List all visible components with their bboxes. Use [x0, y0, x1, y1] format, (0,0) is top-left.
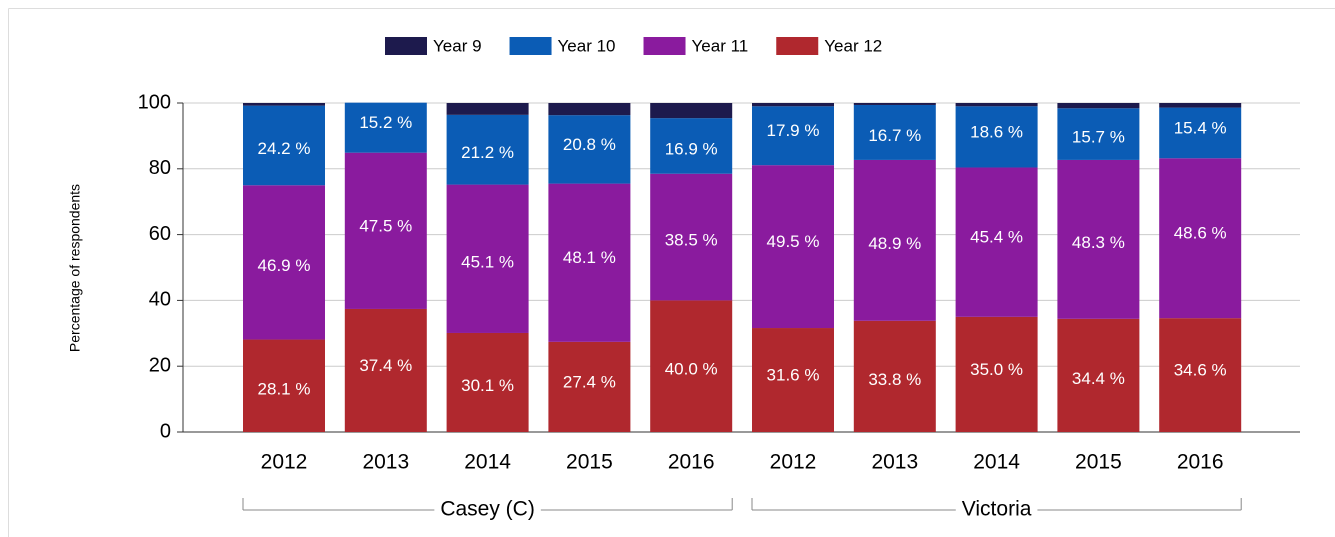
value-label: 15.7 %: [1072, 128, 1125, 147]
value-label: 15.2 %: [359, 113, 412, 132]
bar-segment: [548, 341, 631, 432]
value-label: 38.5 %: [665, 231, 718, 250]
y-tick-label: 80: [149, 157, 171, 179]
bar-segment: [344, 308, 427, 432]
legend-swatch: [509, 37, 552, 55]
x-tick-label: 2012: [261, 451, 308, 474]
value-label: 37.4 %: [359, 356, 412, 375]
value-label: 28.1 %: [258, 379, 311, 398]
bar-segment: [955, 167, 1038, 317]
value-label: 47.5 %: [359, 216, 412, 235]
bar-segment: [344, 102, 427, 153]
legend-label: Year 12: [824, 36, 882, 55]
y-tick-label: 20: [149, 354, 171, 376]
bar-segment: [243, 105, 325, 186]
value-label: 24.2 %: [258, 139, 311, 158]
bar-segment: [1057, 159, 1140, 319]
x-tick-label: 2013: [362, 451, 409, 474]
value-label: 18.6 %: [970, 122, 1023, 141]
legend-label: Year 11: [692, 36, 749, 55]
bar-segment: [1057, 103, 1140, 109]
bar-segment: [650, 118, 733, 174]
value-label: 21.2 %: [461, 143, 514, 162]
bar-segment: [1159, 107, 1242, 159]
legend-swatch: [776, 37, 819, 55]
y-axis-label: Percentage of respondents: [67, 184, 83, 352]
value-label: 45.4 %: [970, 228, 1023, 247]
bar-segment: [853, 159, 936, 321]
bar-segment: [650, 103, 733, 119]
x-tick-label: 2015: [566, 451, 613, 474]
bar-segment: [955, 103, 1038, 107]
group-label: Casey (C): [440, 498, 535, 521]
x-tick-label: 2012: [770, 451, 817, 474]
bar-segment: [1159, 158, 1242, 319]
bar-segment: [243, 339, 325, 432]
legend-label: Year 10: [558, 36, 616, 55]
bar-segment: [955, 106, 1038, 168]
legend-label: Year 9: [433, 36, 482, 55]
x-tick-label: 2016: [1177, 451, 1224, 474]
value-label: 49.5 %: [767, 232, 820, 251]
bar-segment: [243, 185, 325, 340]
bar-segment: [752, 328, 834, 432]
value-label: 45.1 %: [461, 252, 514, 271]
y-tick-label: 100: [138, 91, 171, 113]
bar-segment: [446, 114, 529, 185]
value-label: 40.0 %: [665, 360, 718, 379]
value-label: 35.0 %: [970, 360, 1023, 379]
bar-segment: [548, 183, 631, 342]
bar-segment: [548, 115, 631, 184]
value-label: 48.1 %: [563, 248, 616, 267]
bar-segment: [446, 103, 529, 115]
bar-segment: [752, 106, 834, 166]
bar-segment: [446, 332, 529, 432]
bar-segment: [243, 103, 325, 106]
legend-swatch: [385, 37, 427, 55]
bar-segment: [853, 103, 936, 105]
value-label: 33.8 %: [868, 370, 921, 389]
value-label: 34.6 %: [1174, 361, 1227, 380]
value-label: 34.4 %: [1072, 369, 1125, 388]
value-label: 20.8 %: [563, 135, 616, 154]
value-label: 48.9 %: [868, 234, 921, 253]
bar-segment: [853, 320, 936, 432]
value-label: 15.4 %: [1174, 118, 1227, 137]
y-tick-label: 40: [149, 289, 171, 311]
bar-segment: [650, 173, 733, 301]
x-tick-label: 2013: [871, 451, 918, 474]
x-tick-label: 2015: [1075, 451, 1122, 474]
value-label: 48.6 %: [1174, 224, 1227, 243]
bar-segment: [1159, 103, 1242, 108]
bar-segment: [955, 316, 1038, 432]
x-tick-label: 2014: [464, 451, 511, 474]
bar-segment: [853, 104, 936, 160]
value-label: 30.1 %: [461, 376, 514, 395]
value-label: 16.9 %: [665, 139, 718, 158]
value-label: 16.7 %: [868, 126, 921, 145]
bar-segment: [650, 300, 733, 432]
y-tick-label: 60: [149, 223, 171, 245]
legend-swatch: [643, 37, 686, 55]
y-tick-label: 0: [160, 420, 171, 442]
bar-segment: [344, 152, 427, 309]
bar-segment: [1057, 108, 1140, 160]
bar-segment: [1159, 318, 1242, 432]
group-label: Victoria: [962, 498, 1032, 521]
bar-segment: [548, 103, 631, 116]
x-tick-label: 2014: [973, 451, 1020, 474]
value-label: 48.3 %: [1072, 233, 1125, 252]
x-tick-label: 2016: [668, 451, 715, 474]
bar-segment: [752, 103, 834, 107]
bar-segment: [752, 165, 834, 329]
value-label: 17.9 %: [767, 121, 820, 140]
value-label: 46.9 %: [258, 256, 311, 275]
value-label: 31.6 %: [767, 366, 820, 385]
value-label: 27.4 %: [563, 372, 616, 391]
bar-segment: [1057, 318, 1140, 432]
bar-segment: [446, 184, 529, 333]
